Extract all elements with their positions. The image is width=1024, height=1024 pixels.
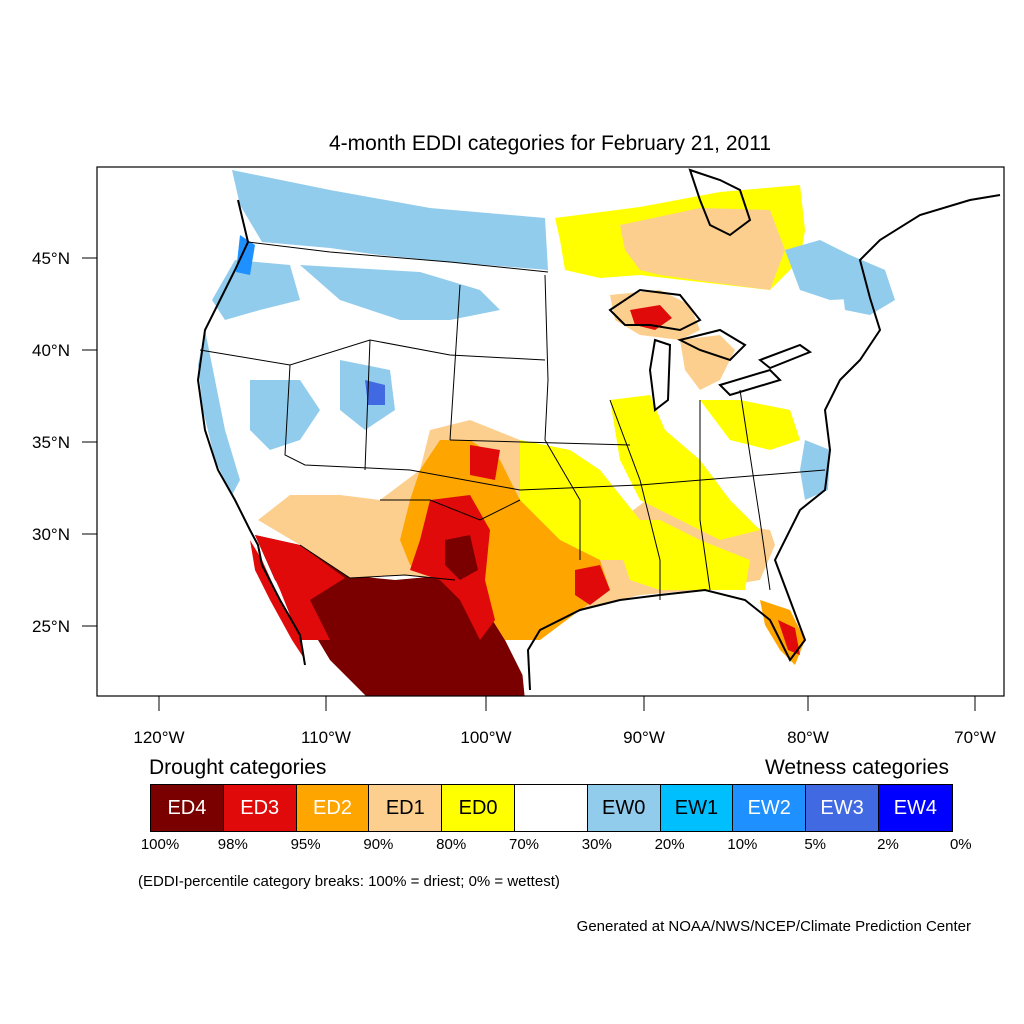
legend-cell-ed0: ED0 [442,785,515,831]
credit-line: Generated at NOAA/NWS/NCEP/Climate Predi… [576,918,971,935]
ohio-valley-ed0-region [700,400,800,450]
lat-label-30: 30°N [32,525,70,544]
state-boundaries [199,241,826,600]
mexico-ed3-region [255,535,345,640]
midwest-ed0-region [610,395,760,540]
legend-cell-ed4: ED4 [151,785,224,831]
legend-cell-ew2: EW2 [733,785,807,831]
pnw-wet-region [212,260,300,320]
percentile-break-label: 30% [581,836,612,853]
legend-cell-ew4: EW4 [878,785,952,831]
texas-ed4-region [445,535,478,580]
lon-label-110: 110°W [301,728,351,747]
percentile-break-label: 98% [217,836,248,853]
utah-ew2-region [365,380,385,405]
southeast-ed0-region [610,520,750,590]
percentile-break-label: 100% [140,836,180,853]
map-title: 4-month EDDI categories for February 21,… [329,132,771,155]
lat-label-35: 35°N [32,433,70,452]
mid-atlantic-wet-region [800,440,830,500]
percentile-break-label: 95% [290,836,321,853]
percentile-break-label: 2% [877,836,899,853]
legend-cell-normal [514,785,588,831]
northern-plains-wet-region [300,265,500,320]
latitude-axis: 45°N 40°N 35°N 30°N 25°N [32,249,97,636]
lat-label-40: 40°N [32,341,70,360]
percentile-break-label: 90% [363,836,394,853]
lon-label-80: 80°W [787,728,829,747]
percentile-break-label: 70% [508,836,540,853]
louisiana-ed3-region [575,565,610,605]
conus-coastline [196,199,306,666]
percentile-break-label: 20% [654,836,685,853]
gulf-coastline [526,194,1001,691]
percentile-break-label: 0% [949,836,972,853]
percentile-break-label: 5% [804,836,827,853]
michigan-ed1-region [680,335,735,390]
florida-ed3-region [778,620,800,655]
legend-cell-ed3: ED3 [223,785,297,831]
great-basin-wet-region [250,380,320,450]
map-frame [96,166,1005,697]
legend-cell-ed2: ED2 [296,785,370,831]
wetness-categories-title: Wetness categories [764,756,949,779]
lon-label-70: 70°W [954,728,996,747]
category-note: (EDDI-percentile category breaks: 100% =… [138,873,560,890]
hudson-bay-outline [688,168,752,237]
percentile-break-label: 80% [436,836,467,853]
legend-cell-ed1: ED1 [369,785,443,831]
longitude-axis: 120°W 110°W 100°W 90°W 80°W 70°W [133,696,996,747]
percentile-break-label: 10% [727,836,758,853]
lat-label-45: 45°N [32,249,70,268]
map-layers [198,170,895,696]
legend-cell-ew0: EW0 [587,785,661,831]
lon-label-120: 120°W [133,728,184,747]
lat-label-25: 25°N [32,617,70,636]
lon-label-100: 100°W [460,728,511,747]
canada-west-wet-region [232,170,548,276]
oklahoma-ed3-region [470,445,500,480]
california-wet-region [198,330,240,495]
south-central-ed2-region [400,440,610,640]
category-legend: ED4 ED3 ED2 ED1 ED0 EW0 EW1 EW2 EW3 EW4 [150,784,953,832]
canada-east-ed1-region [620,208,785,290]
great-lakes-ed3-region [630,305,672,330]
northeast-wet-region [840,270,895,315]
great-lakes-outline [608,288,813,412]
legend-cell-ew1: EW1 [660,785,734,831]
pnw-ew2-region [236,235,255,275]
legend-cell-ew3: EW3 [806,785,879,831]
lon-label-90: 90°W [623,728,665,747]
drought-categories-title: Drought categories [149,756,327,779]
